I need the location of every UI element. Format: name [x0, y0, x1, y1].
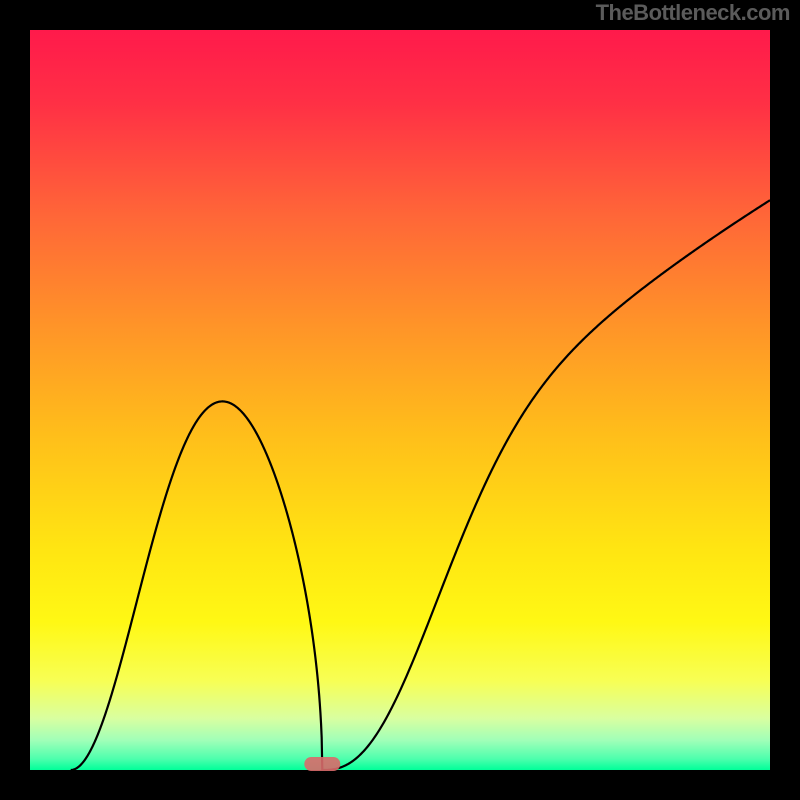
min-marker	[304, 757, 340, 771]
chart-svg	[0, 0, 800, 800]
plot-background	[30, 30, 770, 770]
chart-container: TheBottleneck.com	[0, 0, 800, 800]
watermark-text: TheBottleneck.com	[596, 0, 790, 26]
